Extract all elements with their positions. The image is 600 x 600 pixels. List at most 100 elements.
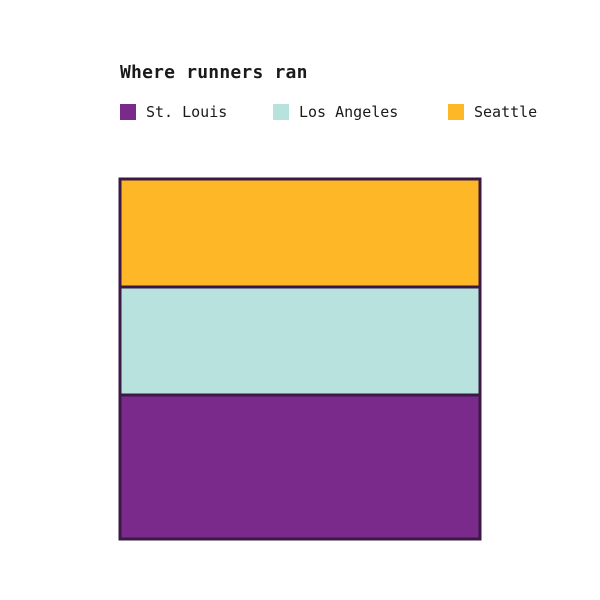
legend-item-los-angeles: Los Angeles bbox=[273, 101, 398, 123]
waffle-cell-seattle bbox=[264, 251, 301, 288]
waffle-cell-st-louis bbox=[192, 467, 229, 504]
waffle-cell-los-angeles bbox=[192, 359, 229, 396]
waffle-outlines bbox=[118, 177, 482, 541]
waffle-cell-los-angeles bbox=[192, 287, 229, 324]
waffle-cell-seattle bbox=[120, 179, 157, 216]
waffle-cell-los-angeles bbox=[264, 287, 301, 324]
waffle-cell-st-louis bbox=[372, 503, 409, 540]
waffle-cells bbox=[120, 179, 481, 540]
legend-label-seattle: Seattle bbox=[474, 103, 538, 121]
waffle-cell-los-angeles bbox=[228, 287, 265, 324]
waffle-cell-st-louis bbox=[228, 503, 265, 540]
waffle-cell-seattle bbox=[264, 179, 301, 216]
waffle-cell-st-louis bbox=[156, 431, 193, 468]
waffle-cell-seattle bbox=[228, 179, 265, 216]
waffle-cell-seattle bbox=[156, 215, 193, 252]
legend-item-st-louis: St. Louis bbox=[120, 101, 227, 123]
waffle-cell-st-louis bbox=[120, 431, 157, 468]
waffle-cell-los-angeles bbox=[336, 287, 373, 324]
waffle-cell-st-louis bbox=[444, 395, 481, 432]
waffle-cell-st-louis bbox=[408, 503, 445, 540]
waffle-cell-los-angeles bbox=[444, 359, 481, 396]
waffle-cell-los-angeles bbox=[408, 287, 445, 324]
legend-label-los-angeles: Los Angeles bbox=[299, 103, 399, 121]
waffle-cell-seattle bbox=[120, 215, 157, 252]
legend: St. Louis Los Angeles Seattle bbox=[120, 101, 580, 123]
waffle-cell-seattle bbox=[156, 251, 193, 288]
waffle-cell-los-angeles bbox=[372, 287, 409, 324]
waffle-cell-seattle bbox=[444, 251, 481, 288]
waffle-cell-st-louis bbox=[228, 467, 265, 504]
waffle-cell-los-angeles bbox=[372, 323, 409, 360]
waffle-cell-seattle bbox=[336, 215, 373, 252]
waffle-cell-st-louis bbox=[156, 395, 193, 432]
waffle-cell-seattle bbox=[300, 215, 337, 252]
waffle-cell-st-louis bbox=[300, 431, 337, 468]
waffle-cell-los-angeles bbox=[300, 287, 337, 324]
waffle-cell-st-louis bbox=[336, 395, 373, 432]
waffle-cell-st-louis bbox=[372, 395, 409, 432]
waffle-cell-st-louis bbox=[336, 467, 373, 504]
waffle-cell-seattle bbox=[156, 179, 193, 216]
waffle-cell-seattle bbox=[192, 251, 229, 288]
waffle-cell-los-angeles bbox=[336, 359, 373, 396]
waffle-cell-seattle bbox=[300, 179, 337, 216]
waffle-cell-los-angeles bbox=[120, 359, 157, 396]
waffle-cell-los-angeles bbox=[156, 359, 193, 396]
waffle-cell-los-angeles bbox=[120, 323, 157, 360]
waffle-cell-st-louis bbox=[372, 431, 409, 468]
waffle-cell-st-louis bbox=[192, 431, 229, 468]
waffle-cell-st-louis bbox=[120, 503, 157, 540]
waffle-cell-los-angeles bbox=[156, 287, 193, 324]
waffle-cell-seattle bbox=[408, 179, 445, 216]
waffle-cell-seattle bbox=[300, 251, 337, 288]
waffle-cell-seattle bbox=[228, 215, 265, 252]
waffle-cell-st-louis bbox=[444, 431, 481, 468]
waffle-cell-los-angeles bbox=[156, 323, 193, 360]
waffle-cell-st-louis bbox=[408, 467, 445, 504]
legend-label-st-louis: St. Louis bbox=[146, 103, 228, 121]
waffle-cell-seattle bbox=[444, 215, 481, 252]
waffle-cell-los-angeles bbox=[228, 359, 265, 396]
waffle-cell-los-angeles bbox=[408, 359, 445, 396]
legend-swatch-st-louis bbox=[120, 104, 136, 120]
waffle-cell-st-louis bbox=[156, 503, 193, 540]
waffle-cell-st-louis bbox=[444, 467, 481, 504]
waffle-cell-seattle bbox=[228, 251, 265, 288]
waffle-cell-st-louis bbox=[264, 431, 301, 468]
legend-swatch-seattle bbox=[448, 104, 464, 120]
waffle-cell-seattle bbox=[444, 179, 481, 216]
waffle-cell-seattle bbox=[408, 251, 445, 288]
waffle-cell-st-louis bbox=[300, 503, 337, 540]
waffle-cell-los-angeles bbox=[444, 323, 481, 360]
waffle-cell-los-angeles bbox=[228, 323, 265, 360]
waffle-cell-los-angeles bbox=[264, 323, 301, 360]
waffle-cell-los-angeles bbox=[408, 323, 445, 360]
waffle-cell-seattle bbox=[372, 215, 409, 252]
waffle-cell-seattle bbox=[408, 215, 445, 252]
waffle-cell-seattle bbox=[372, 251, 409, 288]
waffle-cell-st-louis bbox=[300, 467, 337, 504]
legend-item-seattle: Seattle bbox=[448, 101, 537, 123]
waffle-cell-st-louis bbox=[192, 503, 229, 540]
waffle-cell-seattle bbox=[192, 215, 229, 252]
waffle-cell-st-louis bbox=[444, 503, 481, 540]
waffle-cell-seattle bbox=[372, 179, 409, 216]
waffle-cell-st-louis bbox=[264, 503, 301, 540]
waffle-cell-seattle bbox=[192, 179, 229, 216]
waffle-cell-los-angeles bbox=[336, 323, 373, 360]
waffle-cell-seattle bbox=[336, 251, 373, 288]
waffle-cell-st-louis bbox=[228, 431, 265, 468]
waffle-cell-seattle bbox=[264, 215, 301, 252]
waffle-cell-los-angeles bbox=[300, 359, 337, 396]
waffle-cell-los-angeles bbox=[192, 323, 229, 360]
waffle-cell-los-angeles bbox=[300, 323, 337, 360]
waffle-cell-los-angeles bbox=[264, 359, 301, 396]
waffle-cell-st-louis bbox=[336, 503, 373, 540]
waffle-cell-st-louis bbox=[156, 467, 193, 504]
waffle-cell-st-louis bbox=[408, 395, 445, 432]
waffle-cell-st-louis bbox=[192, 395, 229, 432]
waffle-cell-st-louis bbox=[264, 467, 301, 504]
waffle-cell-st-louis bbox=[228, 395, 265, 432]
chart-title: Where runners ran bbox=[120, 62, 308, 83]
